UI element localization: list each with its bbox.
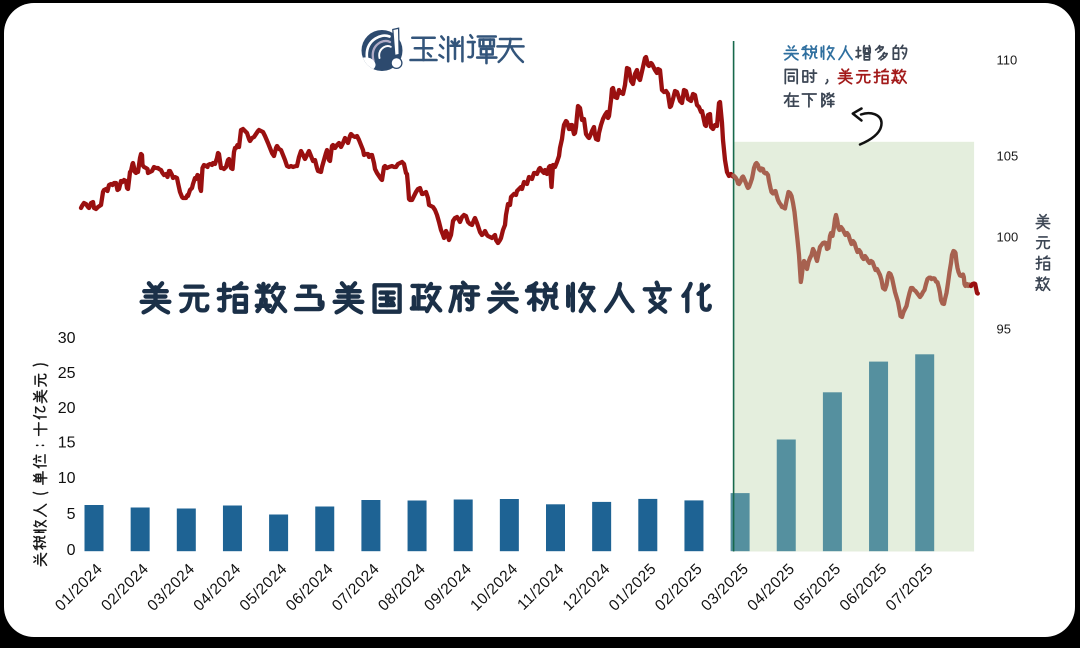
svg-text:95: 95 xyxy=(997,322,1011,337)
svg-text:110: 110 xyxy=(997,53,1018,68)
svg-text:20: 20 xyxy=(58,400,76,417)
svg-text:0: 0 xyxy=(67,542,76,559)
svg-text:30: 30 xyxy=(58,330,76,347)
svg-text:100: 100 xyxy=(997,230,1019,245)
svg-text:5: 5 xyxy=(67,506,76,523)
svg-text:10: 10 xyxy=(58,470,76,487)
svg-text:15: 15 xyxy=(58,435,76,452)
svg-text:105: 105 xyxy=(997,149,1019,164)
svg-text:25: 25 xyxy=(58,365,76,382)
